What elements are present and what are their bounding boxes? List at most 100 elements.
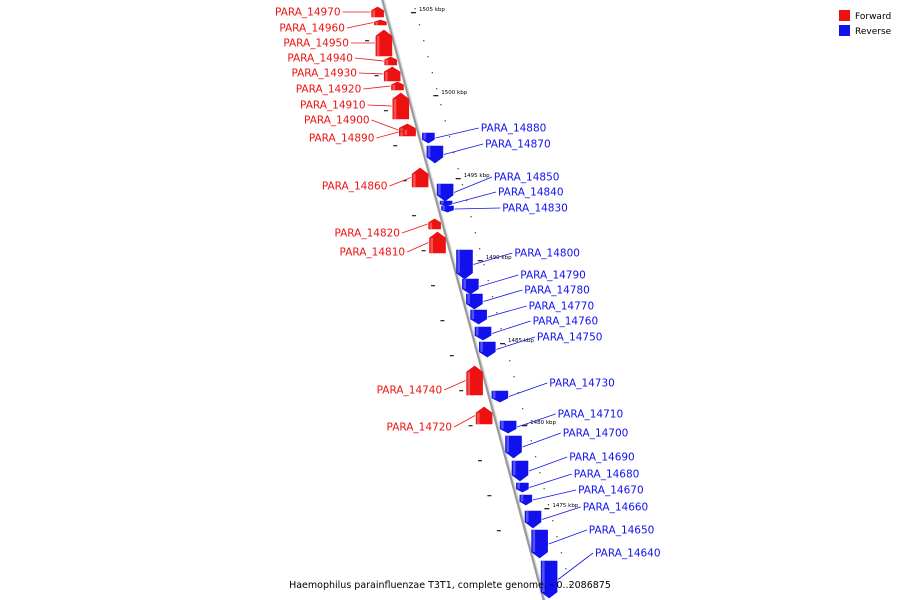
gene-label[interactable]: PARA_14730 bbox=[549, 378, 615, 390]
gene-arrow[interactable] bbox=[499, 420, 517, 434]
gene-para_14950[interactable]: PARA_14950 bbox=[283, 29, 393, 57]
gene-para_14650[interactable]: PARA_14650 bbox=[531, 525, 655, 559]
gene-arrow[interactable] bbox=[540, 560, 558, 599]
gene-arrow[interactable] bbox=[470, 309, 487, 325]
gene-label[interactable]: PARA_14920 bbox=[296, 84, 362, 96]
gene-label[interactable]: PARA_14690 bbox=[569, 452, 635, 464]
gene-para_14760[interactable]: PARA_14760 bbox=[474, 316, 599, 341]
gene-arrow[interactable] bbox=[375, 29, 393, 57]
gene-para_14690[interactable]: PARA_14690 bbox=[511, 452, 635, 482]
gene-label[interactable]: PARA_14680 bbox=[574, 469, 640, 481]
gene-para_14970[interactable]: PARA_14970 bbox=[275, 7, 384, 19]
gene-arrow[interactable] bbox=[466, 293, 483, 310]
gene-para_14680[interactable]: PARA_14680 bbox=[516, 469, 639, 493]
gene-para_14920[interactable]: PARA_14920 bbox=[296, 81, 404, 96]
gene-arrow[interactable] bbox=[383, 66, 401, 82]
gene-para_14860[interactable]: PARA_14860 bbox=[322, 167, 429, 193]
gene-label[interactable]: PARA_14830 bbox=[502, 203, 568, 215]
gene-para_14790[interactable]: PARA_14790 bbox=[462, 270, 586, 295]
gene-para_14740[interactable]: PARA_14740 bbox=[377, 365, 483, 397]
gene-label[interactable]: PARA_14760 bbox=[533, 316, 599, 328]
gene-para_14750[interactable]: PARA_14750 bbox=[478, 332, 603, 358]
gene-label[interactable]: PARA_14770 bbox=[529, 301, 595, 313]
gene-label[interactable]: PARA_14790 bbox=[520, 270, 586, 282]
gene-para_14890[interactable]: PARA_14890 bbox=[309, 126, 416, 145]
gene-arrow[interactable] bbox=[524, 510, 542, 529]
gene-para_14910[interactable]: PARA_14910 bbox=[300, 92, 410, 120]
gene-label[interactable]: PARA_14780 bbox=[524, 285, 590, 297]
gene-arrow[interactable] bbox=[436, 183, 454, 202]
gene-arrow[interactable] bbox=[392, 92, 410, 120]
gene-label[interactable]: PARA_14910 bbox=[300, 100, 366, 112]
gene-label[interactable]: PARA_14960 bbox=[279, 23, 345, 35]
gene-arrow[interactable] bbox=[374, 19, 387, 26]
gene-label[interactable]: PARA_14750 bbox=[537, 332, 603, 344]
gene-arrow[interactable] bbox=[371, 6, 384, 18]
gene-label[interactable]: PARA_14800 bbox=[514, 248, 580, 260]
gene-arrow[interactable] bbox=[428, 218, 441, 230]
gene-label[interactable]: PARA_14640 bbox=[595, 548, 661, 560]
gene-para_14780[interactable]: PARA_14780 bbox=[466, 285, 590, 310]
gene-arrow[interactable] bbox=[456, 249, 473, 280]
gene-para_14940[interactable]: PARA_14940 bbox=[287, 53, 398, 66]
gene-para_14770[interactable]: PARA_14770 bbox=[470, 301, 595, 325]
gene-arrow[interactable] bbox=[462, 278, 479, 295]
gene-label[interactable]: PARA_14840 bbox=[498, 187, 564, 199]
gene-arrow[interactable] bbox=[491, 390, 509, 403]
gene-label[interactable]: PARA_14930 bbox=[291, 68, 357, 80]
gene-arrow[interactable] bbox=[474, 326, 492, 341]
gene-label[interactable]: PARA_14740 bbox=[377, 385, 443, 397]
gene-arrow[interactable] bbox=[478, 341, 496, 358]
gene-para_14880[interactable]: PARA_14880 bbox=[422, 123, 546, 144]
gene-arrow[interactable] bbox=[391, 81, 404, 91]
gene-label[interactable]: PARA_14850 bbox=[494, 172, 560, 184]
gene-arrow[interactable] bbox=[516, 482, 529, 493]
gene-para_14850[interactable]: PARA_14850 bbox=[436, 172, 560, 202]
gene-label[interactable]: PARA_14870 bbox=[485, 139, 551, 151]
gene-para_14730[interactable]: PARA_14730 bbox=[491, 378, 615, 403]
gene-arrow[interactable] bbox=[403, 126, 416, 136]
gene-para_14660[interactable]: PARA_14660 bbox=[524, 502, 649, 529]
gene-label[interactable]: PARA_14650 bbox=[589, 525, 655, 537]
gene-arrow[interactable] bbox=[426, 145, 444, 164]
gene-label[interactable]: PARA_14890 bbox=[309, 133, 375, 145]
gene-para_14720[interactable]: PARA_14720 bbox=[387, 406, 493, 434]
gene-label[interactable]: PARA_14710 bbox=[558, 409, 624, 421]
gene-para_14800[interactable]: PARA_14800 bbox=[456, 248, 580, 280]
gene-arrow[interactable] bbox=[519, 494, 533, 506]
gene-arrow[interactable] bbox=[475, 406, 493, 425]
gene-label[interactable]: PARA_14860 bbox=[322, 181, 388, 193]
gene-label[interactable]: PARA_14700 bbox=[563, 428, 629, 440]
gene-label[interactable]: PARA_14900 bbox=[304, 115, 370, 127]
gene-para_14830[interactable]: PARA_14830 bbox=[441, 203, 568, 215]
gene-para_14840[interactable]: PARA_14840 bbox=[439, 187, 564, 207]
gene-arrow[interactable] bbox=[411, 167, 429, 188]
gene-para_14960[interactable]: PARA_14960 bbox=[279, 19, 387, 35]
gene-label[interactable]: PARA_14880 bbox=[481, 123, 547, 135]
gene-arrow[interactable] bbox=[505, 435, 522, 459]
gene-arrow[interactable] bbox=[466, 365, 483, 396]
gene-arrow[interactable] bbox=[531, 529, 548, 559]
gene-arrow[interactable] bbox=[441, 205, 454, 213]
gene-label[interactable]: PARA_14940 bbox=[287, 53, 353, 65]
gene-label[interactable]: PARA_14810 bbox=[340, 247, 406, 259]
gene-label[interactable]: PARA_14820 bbox=[334, 228, 400, 240]
gene-label[interactable]: PARA_14670 bbox=[578, 485, 644, 497]
gene-arrow[interactable] bbox=[511, 460, 529, 482]
gene-para_14700[interactable]: PARA_14700 bbox=[505, 428, 629, 459]
gene-arrow[interactable] bbox=[429, 231, 446, 254]
gene-label[interactable]: PARA_14970 bbox=[275, 7, 341, 19]
gene-arrow[interactable] bbox=[439, 200, 453, 207]
gene-label[interactable]: PARA_14720 bbox=[387, 422, 453, 434]
gene-para_14870[interactable]: PARA_14870 bbox=[426, 139, 551, 164]
gene-para_14670[interactable]: PARA_14670 bbox=[519, 485, 644, 506]
gene-para_14810[interactable]: PARA_14810 bbox=[340, 231, 446, 259]
gene-label[interactable]: PARA_14950 bbox=[283, 38, 349, 50]
gene-arrow[interactable] bbox=[384, 56, 398, 66]
gene-para_14820[interactable]: PARA_14820 bbox=[334, 218, 441, 240]
gene-label[interactable]: PARA_14660 bbox=[583, 502, 649, 514]
gene-para_14930[interactable]: PARA_14930 bbox=[291, 66, 401, 82]
gene-arrow[interactable] bbox=[422, 132, 435, 144]
gene-para_14640[interactable]: PARA_14640 bbox=[540, 548, 661, 599]
gene-para_14710[interactable]: PARA_14710 bbox=[499, 409, 624, 434]
